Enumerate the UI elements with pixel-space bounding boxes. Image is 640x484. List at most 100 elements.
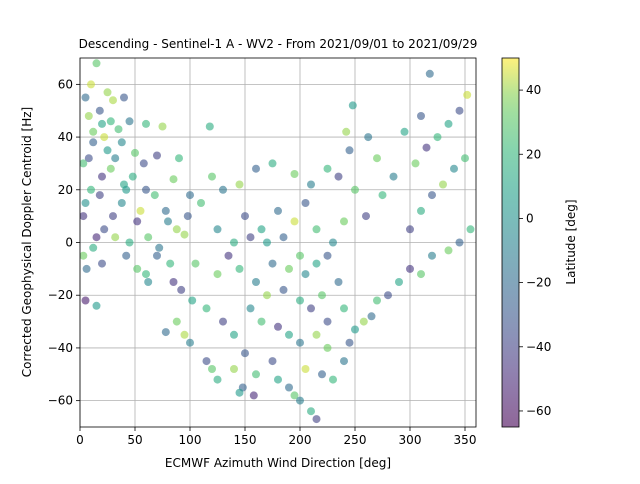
scatter-point [142, 119, 150, 128]
y-tick-label: −20 [48, 288, 73, 302]
scatter-point [296, 296, 304, 305]
scatter-point [373, 154, 381, 163]
scatter-point [406, 225, 414, 234]
scatter-point [230, 365, 238, 373]
scatter-point [142, 185, 150, 194]
colorbar-tick-label: −20 [526, 276, 551, 290]
scatter-point [389, 172, 398, 181]
scatter-point [296, 396, 304, 405]
scatter-point [95, 106, 104, 115]
scatter-point [100, 133, 109, 142]
scatter-point [345, 146, 354, 155]
scatter-point [100, 225, 109, 234]
scatter-point [153, 151, 161, 160]
scatter-point [111, 233, 120, 242]
scatter-point [279, 285, 288, 294]
y-tick-label: 20 [58, 183, 73, 197]
scatter-point [92, 301, 101, 310]
scatter-point [329, 238, 337, 247]
scatter-point [296, 338, 304, 347]
scatter-point [219, 185, 227, 194]
scatter-point [252, 370, 260, 379]
scatter-point [450, 164, 458, 173]
scatter-point [235, 264, 244, 273]
scatter-point [417, 270, 425, 279]
scatter-point [351, 325, 359, 334]
y-axis: −60 −40 −20 0 20 40 60 [48, 77, 80, 408]
scatter-point [362, 212, 370, 221]
scatter-point [290, 217, 299, 226]
colorbar: −60 −40 −20 0 20 40 [501, 57, 551, 428]
scatter-point [290, 170, 299, 178]
scatter-point [219, 317, 227, 326]
scatter-point [133, 264, 142, 273]
chart-title: Descending - Sentinel-1 A - WV2 - From 2… [79, 37, 478, 51]
scatter-point [205, 122, 214, 131]
grid [79, 58, 476, 427]
scatter-point [246, 304, 255, 313]
scatter-point [323, 317, 332, 326]
scatter-point [301, 199, 310, 207]
scatter-point [364, 133, 373, 142]
scatter-point [417, 206, 425, 215]
scatter-point [117, 199, 126, 207]
scatter-point [131, 148, 139, 157]
colorbar-tick-label: 0 [526, 211, 534, 225]
scatter-point [120, 93, 128, 102]
scatter-point [89, 127, 98, 136]
scatter-point [439, 180, 447, 189]
scatter-point [191, 259, 200, 268]
scatter-point [106, 117, 115, 126]
scatter-point [274, 375, 282, 384]
scatter-point [150, 191, 159, 200]
scatter-point [345, 338, 354, 347]
scatter-point [307, 304, 315, 313]
x-axis: 0 50 100 150 200 250 300 350 [76, 427, 476, 447]
scatter-point [169, 278, 178, 286]
scatter-point [158, 122, 167, 131]
scatter-point [252, 164, 260, 173]
scatter-point [230, 330, 238, 339]
scatter-point [373, 296, 381, 305]
scatter-point [342, 127, 351, 136]
scatter-point [444, 246, 453, 255]
scatter-point [252, 278, 260, 286]
colorbar-tick-label: 20 [526, 147, 541, 161]
scatter-point [307, 407, 315, 416]
scatter-point [340, 357, 348, 366]
x-tick-label: 200 [289, 433, 312, 447]
scatter-point [334, 172, 343, 181]
scatter-point [359, 317, 368, 326]
scatter-points [80, 59, 475, 424]
scatter-point [400, 127, 409, 136]
scatter-point [395, 278, 403, 286]
scatter-point [84, 154, 93, 163]
scatter-point [378, 191, 387, 200]
scatter-point [89, 138, 98, 147]
scatter-point [169, 175, 178, 184]
scatter-point [318, 370, 326, 379]
scatter-point [202, 357, 211, 366]
scatter-point [125, 117, 134, 126]
scatter-point [122, 185, 131, 194]
scatter-point [172, 317, 181, 326]
scatter-point [161, 206, 170, 215]
scatter-point [290, 391, 299, 400]
scatter-point [406, 264, 414, 273]
scatter-point [455, 238, 464, 247]
scatter-point [384, 291, 392, 300]
scatter-point [257, 317, 266, 326]
scatter-point [109, 212, 117, 221]
scatter-point [166, 259, 175, 268]
scatter-point [82, 264, 91, 273]
scatter-point [246, 233, 255, 242]
scatter-point [84, 112, 93, 120]
scatter-point [81, 199, 90, 207]
scatter-point [466, 225, 475, 234]
scatter-point [208, 172, 216, 181]
scatter-point [411, 159, 420, 168]
scatter-point [188, 296, 197, 305]
scatter-point [186, 338, 194, 347]
scatter-point [241, 349, 249, 358]
